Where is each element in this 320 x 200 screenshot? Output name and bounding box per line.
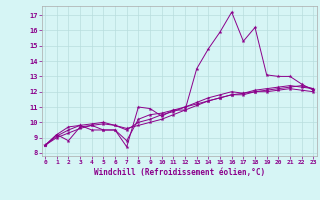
X-axis label: Windchill (Refroidissement éolien,°C): Windchill (Refroidissement éolien,°C): [94, 168, 265, 177]
